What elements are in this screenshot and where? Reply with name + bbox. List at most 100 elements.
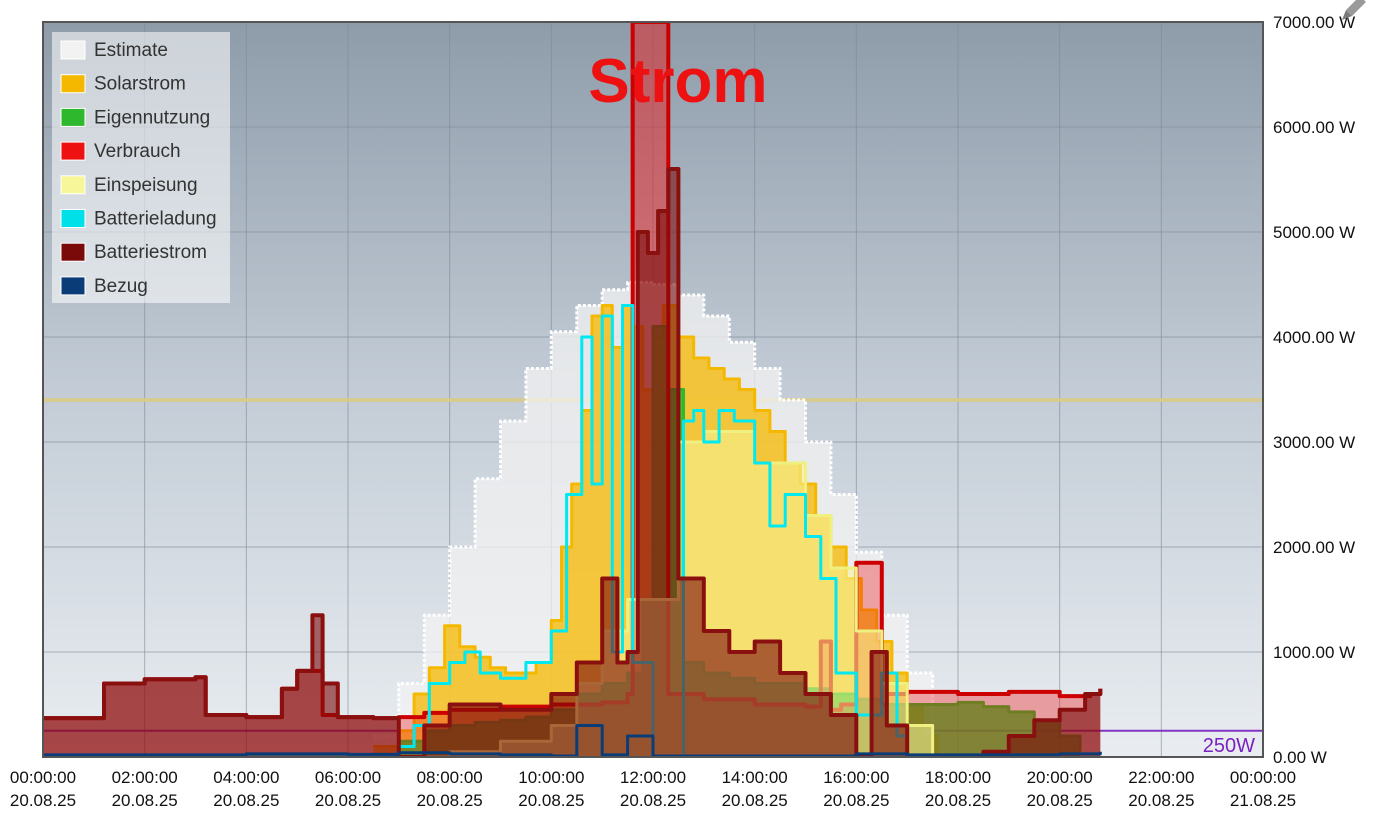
data-point-batteriestrom-39	[1008, 735, 1010, 737]
data-point-batterieladung-7	[479, 672, 481, 674]
data-point-estimate-5	[500, 420, 502, 422]
data-point-batteriestrom-21	[627, 651, 629, 653]
y-tick-label-1: 1000.00 W	[1273, 643, 1355, 662]
x-tick-time-12: 00:00:00	[1230, 768, 1296, 787]
x-tick-date-4: 20.08.25	[417, 791, 483, 810]
x-tick-date-0: 20.08.25	[10, 791, 76, 810]
data-point-batterieladung-14	[601, 315, 603, 317]
data-point-batteriestrom-3	[144, 679, 146, 681]
data-point-estimate-7	[551, 331, 553, 333]
data-point-bezug-15	[856, 753, 858, 755]
y-tick-label-5: 5000.00 W	[1273, 223, 1355, 242]
data-point-batterieladung-30	[835, 672, 837, 674]
series-area-batteriestrom	[43, 169, 1101, 757]
data-point-bezug-3	[347, 754, 349, 756]
data-point-estimate-3	[449, 546, 451, 548]
data-point-solarstrom-25	[708, 368, 710, 370]
x-tick-time-5: 10:00:00	[518, 768, 584, 787]
data-point-verbrauch-34	[1008, 691, 1010, 693]
x-tick-date-11: 20.08.25	[1128, 791, 1194, 810]
chart-title: Strom	[588, 47, 767, 116]
series-line-bezug	[43, 724, 1102, 757]
data-point-batteriestrom-12	[373, 717, 375, 719]
data-point-estimate-2	[423, 614, 425, 616]
data-point-batteriestrom-29	[754, 641, 756, 643]
data-point-solarstrom-26	[723, 378, 725, 380]
series-area-eigennutzung	[373, 326, 1080, 757]
x-tick-time-0: 00:00:00	[10, 768, 76, 787]
legend-label-estimate: Estimate	[94, 40, 168, 61]
data-point-bezug-5	[449, 753, 451, 755]
data-point-solarstrom-16	[601, 305, 603, 307]
data-point-batteriestrom-7	[281, 688, 283, 690]
x-axis: 00:00:00 20.08.25 02:00:00 20.08.25 04:00:00…	[10, 768, 1296, 810]
data-point-batteriestrom-30	[779, 672, 781, 674]
data-point-estimate-19	[856, 551, 858, 553]
data-point-batterieladung-28	[805, 536, 807, 538]
data-point-estimate-6	[525, 368, 527, 370]
data-point-batteriestrom-19	[601, 578, 603, 580]
legend-swatch-solarstrom	[60, 74, 86, 94]
legend-label-solarstrom: Solarstrom	[94, 74, 186, 95]
data-point-estimate-8	[576, 305, 578, 307]
x-tick-date-7: 20.08.25	[722, 791, 788, 810]
x-tick-date-3: 20.08.25	[315, 791, 381, 810]
data-point-bezug-10	[627, 735, 629, 737]
data-point-batterieladung-26	[769, 525, 771, 527]
data-point-solarstrom-3	[429, 667, 431, 669]
legend-swatch-batterieladung	[60, 209, 86, 228]
x-tick-time-9: 18:00:00	[925, 768, 991, 787]
legend-label-bezug: Bezug	[94, 276, 148, 297]
data-point-batteriestrom-6	[246, 716, 248, 718]
data-point-batteriestrom-17	[551, 693, 553, 695]
plot-frame	[42, 21, 1264, 758]
edit-pencil-icon[interactable]	[1342, 0, 1366, 20]
legend-swatch-eigennutzung	[60, 107, 86, 127]
data-point-solarstrom-5	[459, 646, 461, 648]
data-point-batteriestrom-20	[617, 662, 619, 664]
data-point-batteriestrom-41	[1059, 709, 1061, 711]
data-point-batteriestrom-38	[983, 751, 985, 753]
x-tick-time-2: 04:00:00	[213, 768, 279, 787]
data-point-batterieladung-16	[622, 305, 624, 307]
x-tick-time-4: 08:00:00	[417, 768, 483, 787]
data-point-bezug-16	[906, 754, 908, 756]
data-point-batterieladung-8	[500, 677, 502, 679]
data-point-batterieladung-12	[581, 336, 583, 338]
legend-label-batteriestrom: Batteriestrom	[94, 242, 207, 263]
x-tick-date-5: 20.08.25	[518, 791, 584, 810]
data-point-batteriestrom-25	[667, 168, 669, 170]
y-axis: 0.00 W 1000.00 W 2000.00 W 3000.00 W 4000.00…	[1273, 13, 1355, 767]
data-point-bezug-18	[1008, 754, 1010, 756]
legend-swatch-verbrauch	[60, 141, 86, 161]
data-point-batteriestrom-35	[886, 725, 888, 727]
x-tick-date-12: 21.08.25	[1230, 791, 1296, 810]
data-point-solarstrom-8	[505, 672, 507, 674]
data-point-bezug-6	[500, 754, 502, 756]
series-line-batteriestrom	[43, 167, 1103, 757]
data-point-batteriestrom-10	[322, 683, 324, 685]
data-point-bezug-2	[246, 753, 248, 755]
data-point-batterieladung-25	[754, 462, 756, 464]
data-point-batterieladung-23	[718, 410, 720, 412]
x-tick-date-9: 20.08.25	[925, 791, 991, 810]
x-tick-time-1: 02:00:00	[112, 768, 178, 787]
data-point-einspeisung-11	[830, 567, 832, 569]
legend-label-verbrauch: Verbrauch	[94, 141, 181, 162]
data-point-batterieladung-21	[693, 410, 695, 412]
reference-line-label-0: 250W	[1203, 735, 1255, 757]
legend-label-einspeisung: Einspeisung	[94, 175, 198, 196]
data-point-batterieladung-24	[734, 420, 736, 422]
data-point-estimate-1	[398, 683, 400, 685]
legend-swatch-bezug	[60, 276, 86, 296]
data-point-estimate-17	[805, 441, 807, 443]
y-tick-label-7: 7000.00 W	[1273, 13, 1355, 32]
data-point-batterieladung-27	[784, 494, 786, 496]
data-point-batteriestrom-31	[805, 693, 807, 695]
y-tick-label-6: 6000.00 W	[1273, 118, 1355, 137]
data-point-batteriestrom-5	[205, 714, 207, 716]
data-point-solarstrom-29	[769, 431, 771, 433]
data-point-solarstrom-2	[413, 693, 415, 695]
data-point-bezug-1	[144, 754, 146, 756]
x-tick-date-2: 20.08.25	[213, 791, 279, 810]
